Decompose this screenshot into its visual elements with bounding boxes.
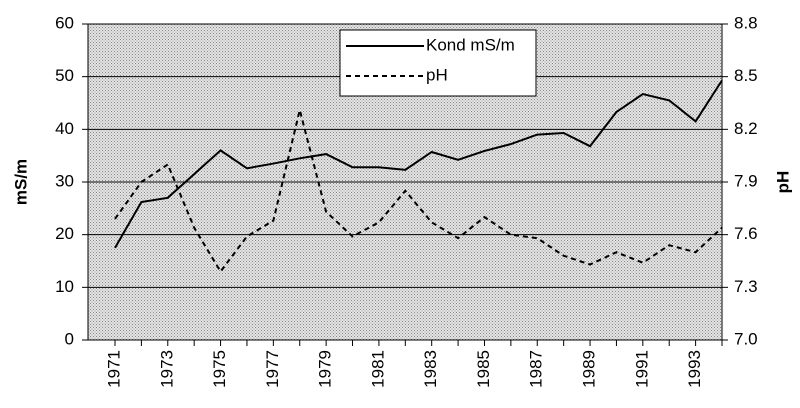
y2-tick-label: 7.3 [734,277,758,296]
y-axis-label: mS/m [11,159,30,205]
legend-label: Kond mS/m [426,35,515,54]
y2-tick-label: 8.5 [734,66,758,85]
x-tick-label: 1977 [263,350,282,388]
x-tick-label: 1981 [368,350,387,388]
x-tick-label: 1975 [210,350,229,388]
y-tick-label: 50 [55,66,74,85]
x-tick-label: 1971 [104,350,123,388]
y-tick-label: 40 [55,119,74,138]
y2-tick-label: 7.9 [734,171,758,190]
y-tick-label: 60 [55,13,74,32]
y2-axis-label: pH [773,171,792,194]
y2-tick-label: 8.2 [734,119,758,138]
x-tick-label: 1979 [316,350,335,388]
x-tick-label: 1991 [632,350,651,388]
legend-label: pH [426,65,448,84]
x-tick-label: 1993 [685,350,704,388]
y2-tick-label: 8.8 [734,13,758,32]
y2-tick-label: 7.0 [734,329,758,348]
legend-box [339,29,537,97]
y-tick-label: 0 [65,329,74,348]
x-tick-label: 1983 [421,350,440,388]
x-tick-label: 1987 [527,350,546,388]
y-tick-label: 10 [55,277,74,296]
y2-tick-label: 7.6 [734,224,758,243]
y-tick-label: 30 [55,171,74,190]
y-tick-label: 20 [55,224,74,243]
x-tick-label: 1985 [474,350,493,388]
x-tick-label: 1989 [580,350,599,388]
series-line [114,79,723,249]
x-tick-label: 1973 [157,350,176,388]
